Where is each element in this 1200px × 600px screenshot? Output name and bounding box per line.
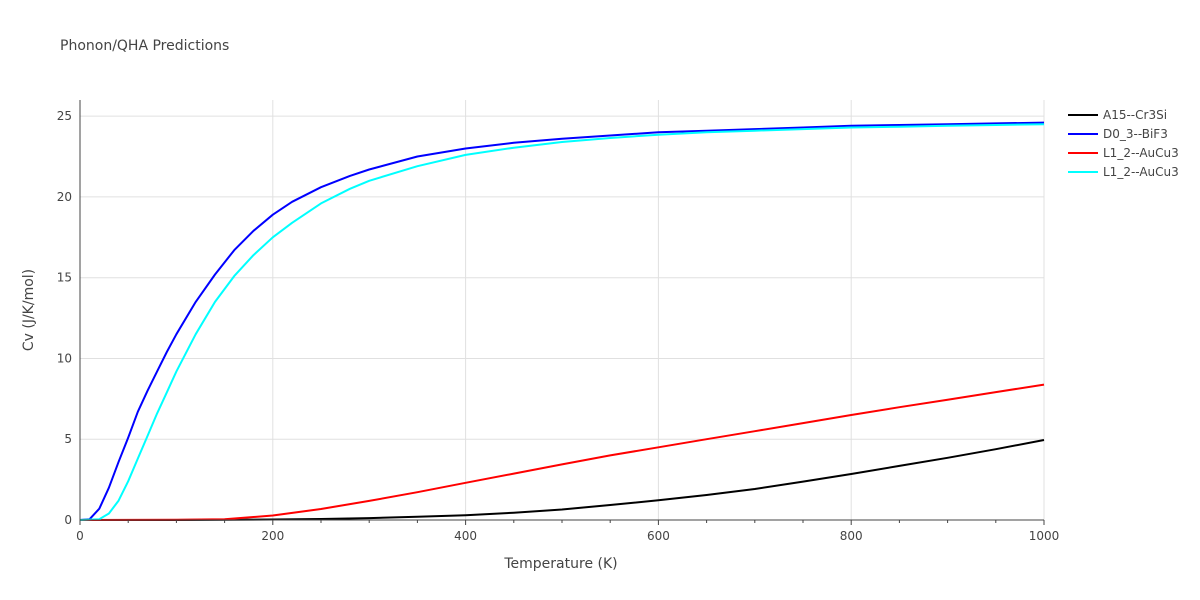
y-tick-label: 20 xyxy=(57,190,72,204)
x-tick-label: 0 xyxy=(76,529,84,543)
x-tick-label: 800 xyxy=(840,529,863,543)
legend-label-4: L1_2--AuCu3 xyxy=(1103,165,1179,179)
plot-area xyxy=(79,121,1045,521)
y-axis-title: Cv (J/K/mol) xyxy=(21,269,37,351)
y-tick-label: 15 xyxy=(57,271,72,285)
x-axis-ticks: 0 200 400 600 800 1000 xyxy=(76,520,1059,543)
series-line-4 xyxy=(79,123,1045,521)
y-tick-label: 0 xyxy=(64,513,72,527)
legend-label-2: D0_3--BiF3 xyxy=(1103,127,1168,141)
grid-lines xyxy=(80,100,1045,520)
series-line-1 xyxy=(80,439,1045,521)
y-axis-ticks: 0 5 10 15 20 25 xyxy=(57,109,72,527)
y-tick-label: 5 xyxy=(64,432,72,446)
x-tick-label: 1000 xyxy=(1029,529,1060,543)
x-tick-label: 200 xyxy=(261,529,284,543)
x-tick-label: 400 xyxy=(454,529,477,543)
series-line-3 xyxy=(79,383,1045,521)
legend: A15--Cr3Si D0_3--BiF3 L1_2--AuCu3 L1_2--AuC… xyxy=(1068,108,1179,179)
x-axis-title: Temperature (K) xyxy=(503,556,617,572)
series-line-2 xyxy=(79,121,1045,521)
legend-label-3: L1_2--AuCu3 xyxy=(1103,146,1179,160)
y-tick-label: 10 xyxy=(57,351,72,365)
y-tick-label: 25 xyxy=(57,109,72,123)
legend-label-1: A15--Cr3Si xyxy=(1103,108,1167,122)
chart-title: Phonon/QHA Predictions xyxy=(60,38,229,54)
x-tick-label: 600 xyxy=(647,529,670,543)
